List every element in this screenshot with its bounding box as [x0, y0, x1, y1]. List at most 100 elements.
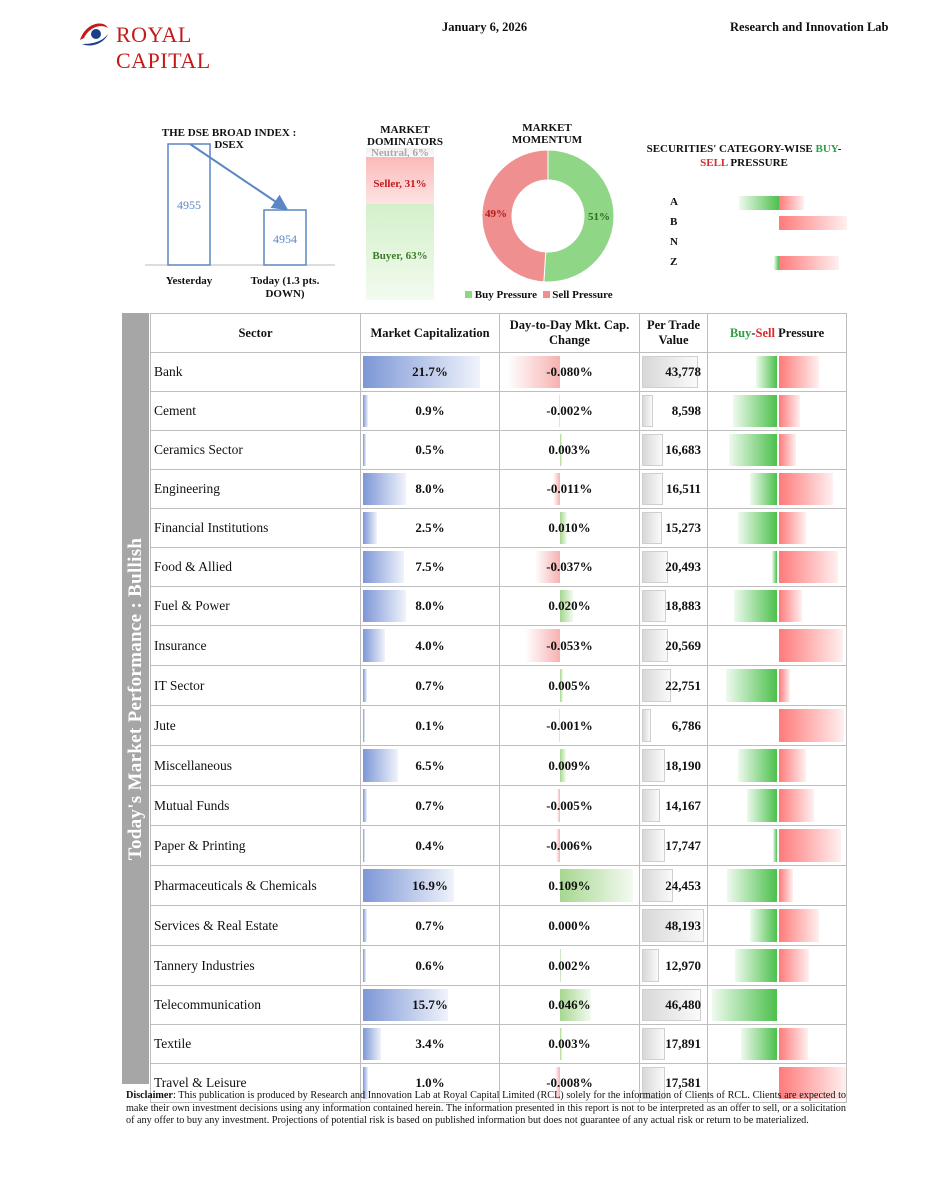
- market-cap-cell: 0.4%: [360, 825, 500, 866]
- momentum-donut: [481, 149, 615, 283]
- pressure-cell: [707, 625, 847, 666]
- dominators-neutral-label: Neutral, 6%: [370, 147, 430, 159]
- per-trade-cell: 20,493: [639, 547, 708, 587]
- dominators-title: MARKET DOMINATORS: [367, 124, 443, 148]
- sector-name: Insurance: [150, 625, 361, 666]
- per-trade-cell: 17,747: [639, 825, 708, 866]
- per-trade-cell: 43,778: [639, 352, 708, 392]
- per-trade-value: 17,581: [665, 1075, 701, 1090]
- per-trade-cell: 46,480: [639, 985, 708, 1025]
- table-row: Jute 0.1% -0.001% 6,786: [150, 705, 847, 746]
- pressure-cell: [707, 391, 847, 431]
- buy-pressure-bar: [773, 829, 777, 862]
- sector-name: Paper & Printing: [150, 825, 361, 866]
- market-cap-cell: 0.9%: [360, 391, 500, 431]
- table-row: Textile 3.4% 0.003% 17,891: [150, 1024, 847, 1064]
- change-value: -0.006%: [546, 837, 593, 853]
- change-value: -0.002%: [546, 403, 593, 418]
- table-row: Ceramics Sector 0.5% 0.003% 16,683: [150, 430, 847, 470]
- per-trade-cell: 17,581: [639, 1063, 708, 1103]
- category-title-dash: -: [837, 143, 842, 155]
- per-trade-bar: [642, 551, 669, 583]
- change-cell: -0.006%: [499, 825, 640, 866]
- change-value: 0.000%: [548, 917, 591, 933]
- market-cap-cell: 16.9%: [360, 865, 500, 906]
- market-cap-value: 21.7%: [412, 364, 448, 379]
- market-cap-value: 6.5%: [415, 757, 445, 773]
- per-trade-value: 18,883: [665, 598, 701, 613]
- per-trade-value: 24,453: [665, 877, 701, 893]
- sector-name: Financial Institutions: [150, 508, 361, 548]
- change-value: 0.005%: [548, 677, 591, 693]
- market-cap-bar: [363, 590, 407, 622]
- market-cap-value: 0.7%: [415, 917, 445, 933]
- sector-name: Mutual Funds: [150, 785, 361, 826]
- per-trade-bar: [642, 829, 665, 862]
- momentum-legend: Buy Pressure Sell Pressure: [465, 289, 613, 301]
- sector-name: Jute: [150, 705, 361, 746]
- pressure-cell: [707, 785, 847, 826]
- pressure-cell: [707, 469, 847, 509]
- dsex-chart: THE DSE BROAD INDEX : DSEX 4955 4954 Yes…: [140, 122, 340, 312]
- table-header-row: Sector Market Capitalization Day-to-Day …: [150, 313, 847, 353]
- sell-pressure-bar: [779, 629, 843, 662]
- change-value: 0.003%: [548, 442, 591, 457]
- header-sector: Sector: [150, 313, 361, 353]
- market-cap-value: 0.7%: [415, 677, 445, 693]
- per-trade-value: 6,786: [671, 717, 701, 733]
- buy-pressure-bar: [741, 1028, 777, 1060]
- category-label: Z: [670, 256, 678, 268]
- sell-pressure-bar: [779, 949, 809, 982]
- change-bar: [560, 590, 574, 622]
- pressure-cell: [707, 745, 847, 786]
- per-trade-bar: [642, 512, 662, 544]
- buy-pressure-bar: [733, 395, 777, 427]
- dominators-buyer-label: Buyer, 63%: [372, 250, 428, 262]
- per-trade-value: 16,511: [665, 481, 701, 496]
- header-change: Day-to-Day Mkt. Cap. Change: [499, 313, 640, 353]
- category-title-part1: SECURITIES' CATEGORY-WISE: [646, 143, 816, 155]
- change-value: 0.002%: [548, 957, 591, 973]
- category-title-buy: BUY: [815, 143, 838, 155]
- category-label: N: [670, 236, 678, 248]
- market-cap-value: 0.6%: [415, 957, 445, 973]
- change-value: -0.011%: [546, 481, 593, 496]
- sell-pressure-bar: [779, 1067, 846, 1099]
- per-trade-cell: 18,883: [639, 586, 708, 626]
- market-cap-bar: [363, 395, 368, 427]
- market-cap-cell: 0.7%: [360, 665, 500, 706]
- sector-name: Engineering: [150, 469, 361, 509]
- market-cap-bar: [363, 829, 366, 862]
- market-cap-value: 0.1%: [415, 717, 445, 733]
- market-cap-value: 3.4%: [415, 1036, 445, 1051]
- per-trade-bar: [642, 909, 704, 942]
- market-cap-value: 8.0%: [415, 598, 445, 613]
- momentum-buy-label: 51%: [588, 211, 610, 223]
- market-cap-bar: [363, 356, 481, 388]
- buy-pressure-bar: [735, 949, 777, 982]
- header-per-trade: Per Trade Value: [639, 313, 708, 353]
- change-bar: [560, 1028, 562, 1060]
- change-cell: 0.002%: [499, 945, 640, 986]
- change-value: 0.109%: [548, 877, 591, 893]
- logo-swoosh-icon: [80, 23, 108, 46]
- legend-sell-label: Sell Pressure: [552, 289, 613, 301]
- market-cap-value: 8.0%: [415, 481, 445, 496]
- pressure-cell: [707, 1024, 847, 1064]
- sector-name: Food & Allied: [150, 547, 361, 587]
- change-bar: [560, 949, 562, 982]
- dsex-bars: [145, 143, 335, 266]
- table-row: Fuel & Power 8.0% 0.020% 18,883: [150, 586, 847, 626]
- change-value: 0.046%: [548, 997, 591, 1012]
- market-cap-value: 4.0%: [415, 637, 445, 653]
- per-trade-value: 15,273: [665, 520, 701, 535]
- pressure-cell: [707, 985, 847, 1025]
- sector-name: Services & Real Estate: [150, 905, 361, 946]
- sell-pressure-bar: [779, 356, 819, 388]
- change-value: -0.005%: [546, 797, 593, 813]
- table-row: Bank 21.7% -0.080% 43,778: [150, 352, 847, 392]
- per-trade-value: 43,778: [665, 364, 701, 379]
- dsex-yesterday-label: Yesterday: [165, 275, 213, 287]
- sector-name: Bank: [150, 352, 361, 392]
